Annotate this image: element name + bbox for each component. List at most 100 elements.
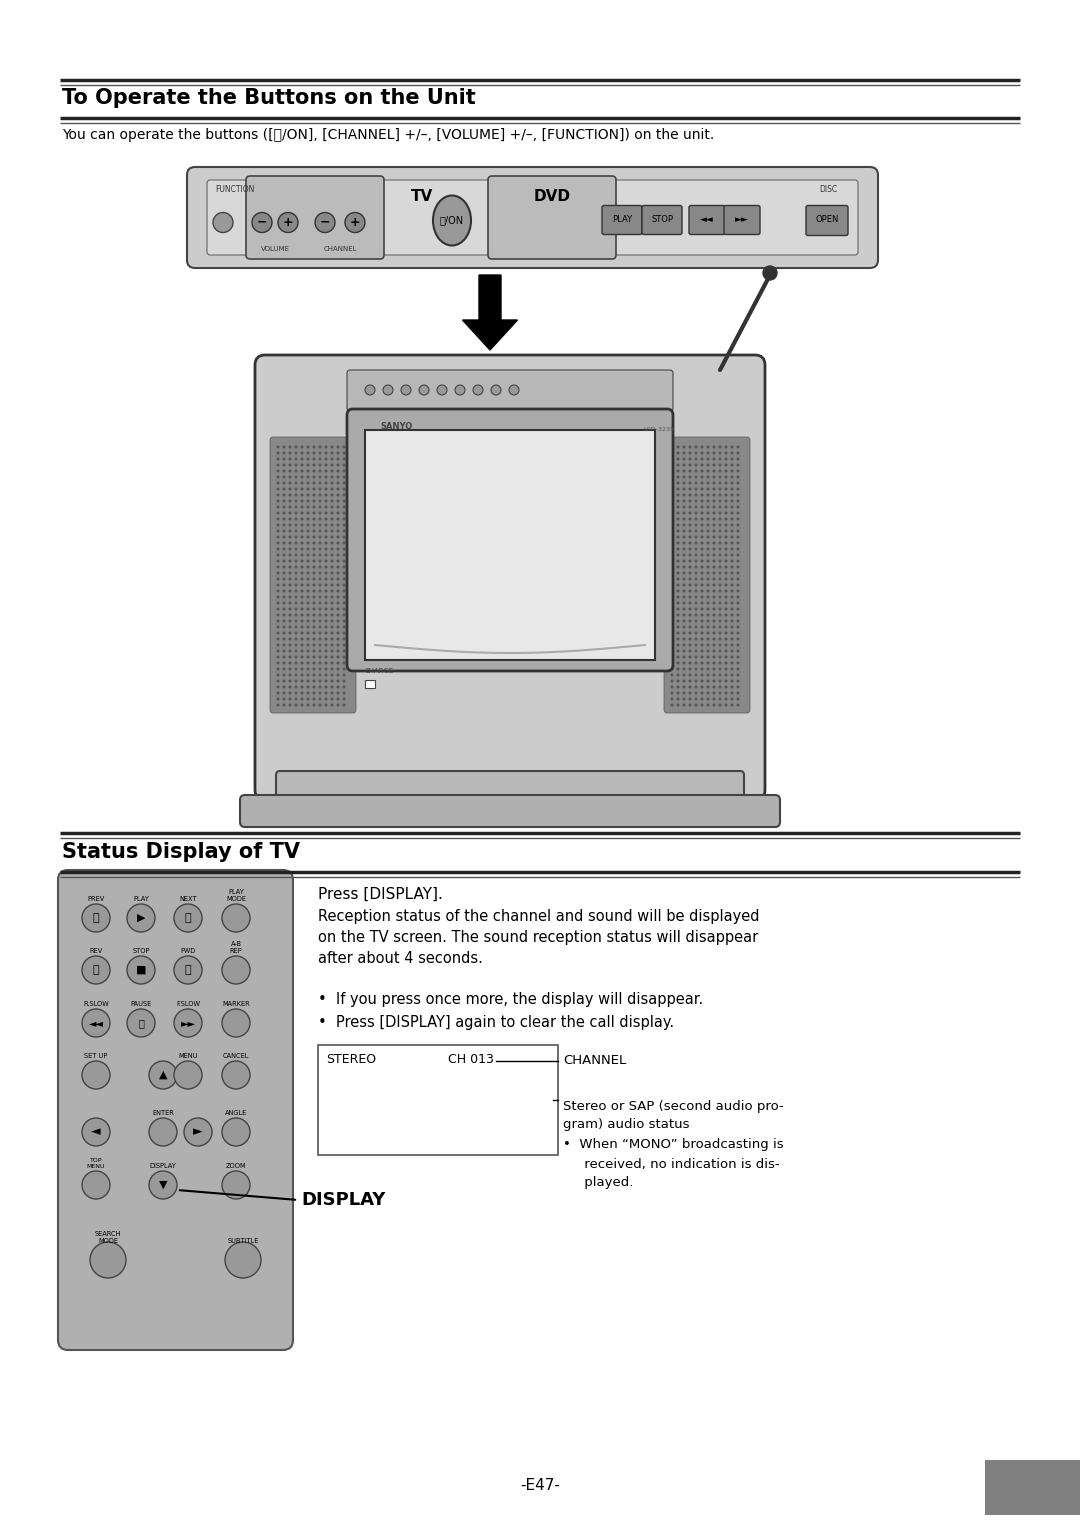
Circle shape: [330, 512, 334, 515]
Circle shape: [300, 481, 303, 484]
Circle shape: [342, 512, 346, 515]
Circle shape: [701, 668, 703, 671]
Circle shape: [683, 602, 686, 605]
Circle shape: [713, 500, 715, 503]
Circle shape: [706, 571, 710, 575]
Circle shape: [300, 487, 303, 490]
Circle shape: [319, 547, 322, 550]
Circle shape: [676, 530, 679, 532]
Circle shape: [342, 518, 346, 521]
Circle shape: [730, 487, 733, 490]
Circle shape: [689, 686, 691, 689]
Circle shape: [342, 553, 346, 556]
Circle shape: [730, 680, 733, 683]
Circle shape: [671, 451, 674, 454]
Circle shape: [288, 649, 292, 652]
Circle shape: [307, 625, 310, 628]
Circle shape: [319, 686, 322, 689]
Circle shape: [694, 596, 698, 599]
Circle shape: [295, 578, 297, 581]
Circle shape: [319, 703, 322, 706]
Circle shape: [342, 524, 346, 527]
Circle shape: [342, 662, 346, 665]
Circle shape: [718, 668, 721, 671]
Text: ZOOM: ZOOM: [226, 1163, 246, 1169]
Text: +: +: [350, 215, 361, 229]
FancyBboxPatch shape: [58, 869, 293, 1351]
Circle shape: [730, 481, 733, 484]
Circle shape: [295, 500, 297, 503]
Circle shape: [683, 547, 686, 550]
Circle shape: [330, 506, 334, 509]
Circle shape: [283, 541, 285, 544]
Circle shape: [676, 565, 679, 568]
Circle shape: [295, 625, 297, 628]
Text: •  Press [DISPLAY] again to clear the call display.: • Press [DISPLAY] again to clear the cal…: [318, 1015, 674, 1030]
Circle shape: [307, 668, 310, 671]
Circle shape: [713, 481, 715, 484]
Circle shape: [288, 596, 292, 599]
Circle shape: [694, 662, 698, 665]
Circle shape: [701, 686, 703, 689]
Circle shape: [694, 530, 698, 532]
Circle shape: [330, 680, 334, 683]
Circle shape: [307, 596, 310, 599]
Text: STOP: STOP: [132, 947, 150, 953]
Text: DISPLAY: DISPLAY: [149, 1163, 176, 1169]
FancyBboxPatch shape: [276, 772, 744, 807]
Circle shape: [307, 451, 310, 454]
Circle shape: [342, 614, 346, 616]
Circle shape: [276, 541, 280, 544]
Circle shape: [283, 584, 285, 587]
Circle shape: [713, 584, 715, 587]
Circle shape: [718, 451, 721, 454]
Circle shape: [342, 674, 346, 677]
Circle shape: [701, 475, 703, 478]
Circle shape: [683, 565, 686, 568]
Circle shape: [295, 649, 297, 652]
Circle shape: [288, 680, 292, 683]
Circle shape: [701, 547, 703, 550]
Text: ►►: ►►: [735, 215, 748, 225]
Circle shape: [288, 692, 292, 695]
Circle shape: [307, 535, 310, 538]
Circle shape: [324, 656, 327, 659]
Circle shape: [307, 487, 310, 490]
Circle shape: [324, 584, 327, 587]
Circle shape: [725, 571, 728, 575]
Circle shape: [319, 512, 322, 515]
Circle shape: [319, 565, 322, 568]
Circle shape: [706, 565, 710, 568]
Circle shape: [701, 625, 703, 628]
Circle shape: [706, 614, 710, 616]
Circle shape: [295, 506, 297, 509]
Circle shape: [473, 385, 483, 396]
Circle shape: [713, 656, 715, 659]
Circle shape: [683, 584, 686, 587]
Circle shape: [737, 656, 740, 659]
Circle shape: [307, 643, 310, 646]
Circle shape: [300, 703, 303, 706]
Circle shape: [718, 656, 721, 659]
Circle shape: [312, 578, 315, 581]
Circle shape: [283, 524, 285, 527]
Circle shape: [671, 631, 674, 634]
Circle shape: [718, 614, 721, 616]
Circle shape: [283, 656, 285, 659]
Circle shape: [713, 451, 715, 454]
Circle shape: [295, 512, 297, 515]
Circle shape: [312, 518, 315, 521]
FancyArrow shape: [462, 275, 517, 350]
Circle shape: [295, 487, 297, 490]
Circle shape: [300, 668, 303, 671]
Circle shape: [330, 619, 334, 622]
Circle shape: [324, 518, 327, 521]
Circle shape: [365, 385, 375, 396]
Circle shape: [295, 703, 297, 706]
Circle shape: [718, 619, 721, 622]
Circle shape: [300, 541, 303, 544]
Circle shape: [737, 596, 740, 599]
Circle shape: [300, 662, 303, 665]
Circle shape: [730, 571, 733, 575]
Circle shape: [222, 1170, 249, 1199]
